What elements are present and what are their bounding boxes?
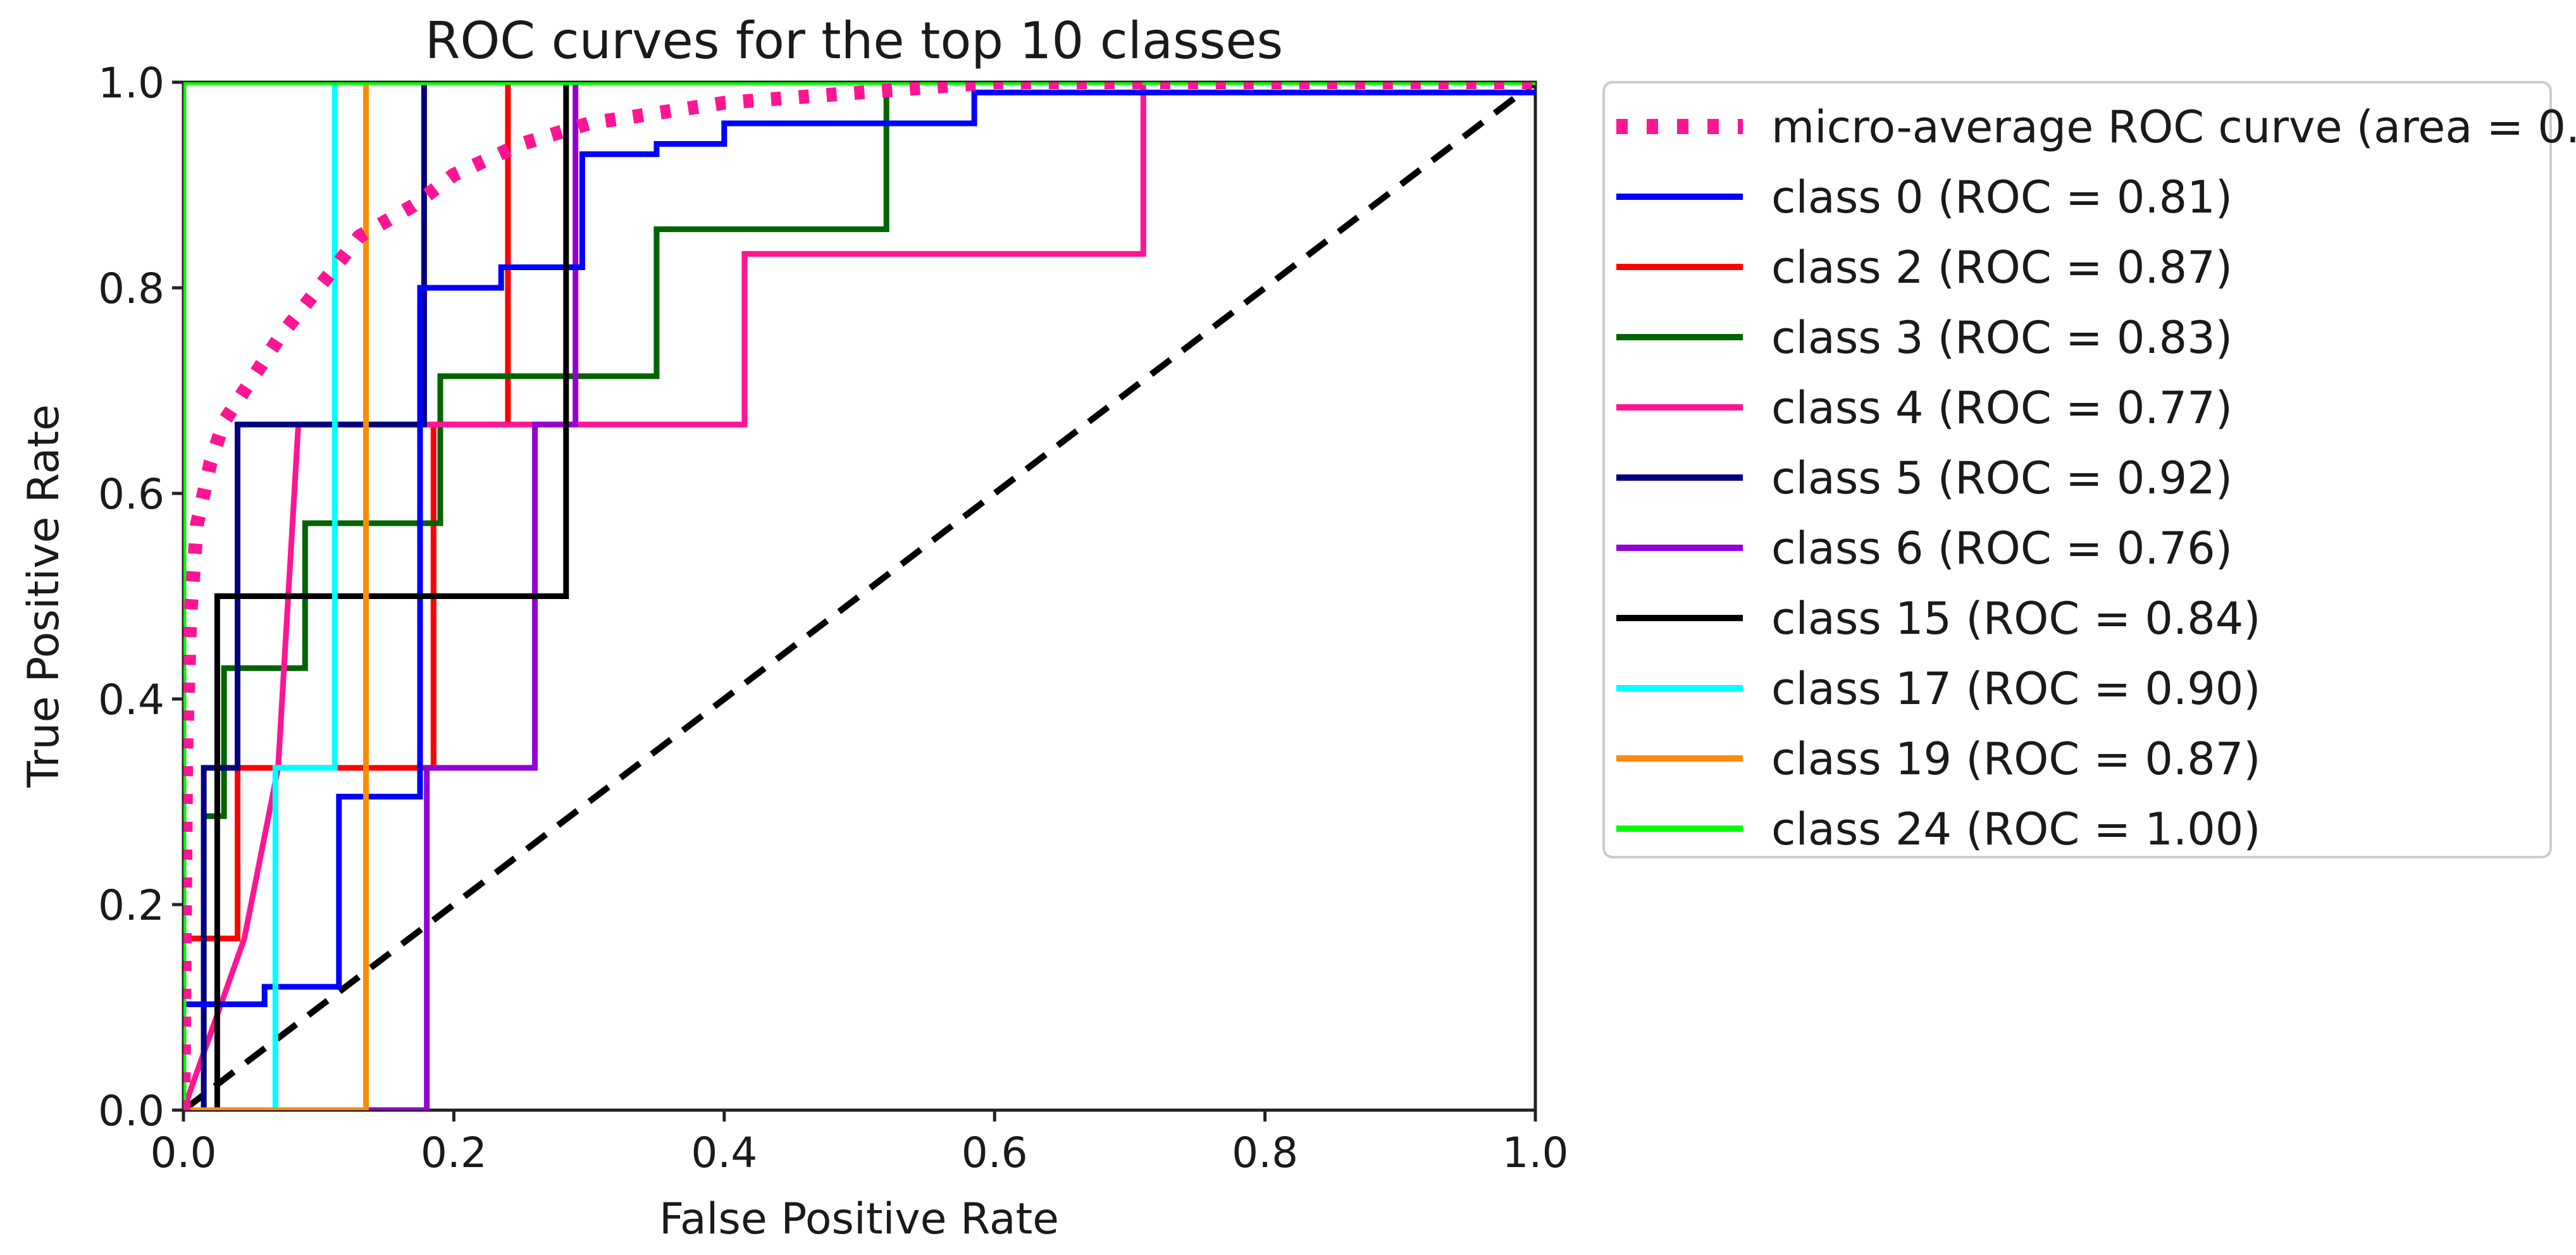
x-tick-label: 0.0	[151, 1128, 217, 1177]
y-tick-label: 0.0	[98, 1087, 164, 1135]
x-tick-label: 0.2	[421, 1128, 487, 1177]
legend-label-4: class 4 (ROC = 0.77)	[1771, 382, 2232, 434]
y-axis: 0.0 0.2 0.4 0.6 0.8 1.0	[98, 59, 183, 1135]
x-tick-label: 1.0	[1502, 1128, 1569, 1177]
roc-curve-series-9	[183, 82, 1535, 1110]
y-tick-label: 0.6	[98, 470, 164, 519]
roc-curve-series-1	[183, 89, 1535, 1110]
chart-title: ROC curves for the top 10 classes	[425, 11, 1283, 70]
y-tick-label: 0.8	[98, 264, 164, 313]
legend-label-10: class 24 (ROC = 1.00)	[1771, 803, 2261, 855]
x-tick-label: 0.8	[1232, 1128, 1298, 1177]
legend-items: micro-average ROC curve (area = 0.95) cla…	[1616, 101, 2576, 855]
x-tick-label: 0.6	[962, 1128, 1028, 1177]
legend-label-8: class 17 (ROC = 0.90)	[1771, 663, 2261, 715]
legend-label-3: class 3 (ROC = 0.83)	[1771, 312, 2232, 364]
x-tick-label: 0.4	[691, 1128, 757, 1177]
legend-label-6: class 6 (ROC = 0.76)	[1771, 522, 2232, 574]
x-axis-label: False Positive Rate	[659, 1194, 1059, 1244]
y-axis-label: True Positive Rate	[19, 404, 69, 788]
legend-label-0: micro-average ROC curve (area = 0.95)	[1771, 101, 2576, 153]
legend-label-5: class 5 (ROC = 0.92)	[1771, 452, 2232, 504]
legend-label-2: class 2 (ROC = 0.87)	[1771, 242, 2232, 294]
x-axis: 0.0 0.2 0.4 0.6 0.8 1.0	[151, 1110, 1569, 1177]
legend-label-1: class 0 (ROC = 0.81)	[1771, 171, 2232, 223]
roc-curve-series-4	[183, 82, 1535, 1110]
roc-curve-series-8	[183, 82, 1535, 1110]
y-tick-label: 1.0	[98, 59, 164, 108]
plot-inner	[183, 82, 1535, 1110]
roc-curve-series-3	[183, 82, 1535, 1110]
plot-area	[182, 80, 1537, 1112]
roc-curve-series-0	[183, 82, 1535, 1110]
roc-curve-series-7	[183, 82, 1535, 1110]
legend-label-9: class 19 (ROC = 0.87)	[1771, 733, 2261, 785]
legend-label-7: class 15 (ROC = 0.84)	[1771, 593, 2261, 645]
chance-diagonal-line	[183, 82, 1535, 1110]
y-tick-label: 0.4	[98, 676, 164, 724]
legend: micro-average ROC curve (area = 0.95) cla…	[1602, 81, 2576, 858]
y-tick-label: 0.2	[98, 881, 164, 930]
roc-curves	[183, 82, 1535, 1110]
legend-frame	[1602, 81, 2552, 858]
